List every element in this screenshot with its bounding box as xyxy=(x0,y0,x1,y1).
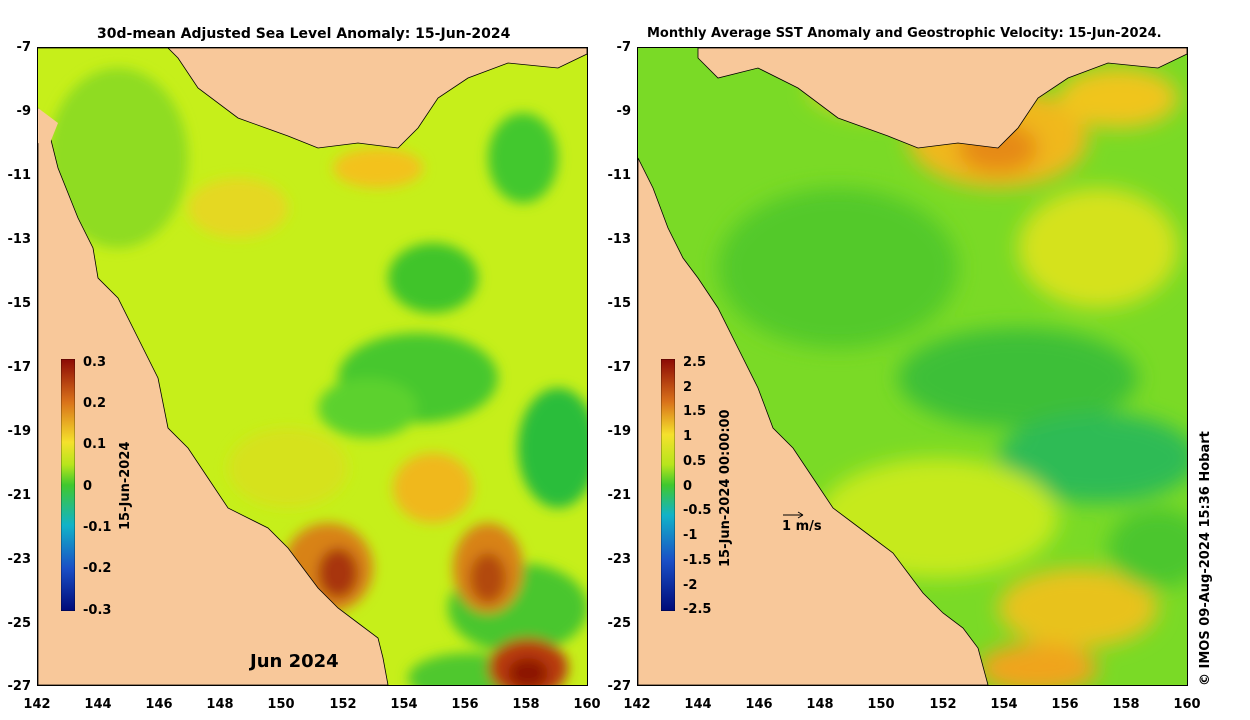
y-tick: -25 xyxy=(607,616,632,631)
y-tick: -23 xyxy=(607,552,632,567)
colorbar-tick: -0.3 xyxy=(83,603,112,618)
credit-text: © IMOS 09-Aug-2024 15:36 Hobart xyxy=(1198,431,1213,686)
y-tick: -9 xyxy=(616,104,631,119)
x-tick: 150 xyxy=(267,697,295,712)
x-tick: 150 xyxy=(867,697,895,712)
colorbar-tick: -0.1 xyxy=(83,520,112,535)
sst-colorbar-gradient xyxy=(661,359,675,611)
colorbar-tick: 1.5 xyxy=(683,404,707,419)
y-tick: -17 xyxy=(7,360,32,375)
x-tick: 156 xyxy=(451,697,479,712)
x-tick: 142 xyxy=(23,697,51,712)
x-tick: 142 xyxy=(623,697,651,712)
colorbar-tick: -2.5 xyxy=(683,602,712,617)
y-tick: -25 xyxy=(7,616,32,631)
colorbar-label: 15-Jun-2024 xyxy=(118,441,133,530)
y-tick: -13 xyxy=(607,232,632,247)
x-tick: 152 xyxy=(929,697,957,712)
colorbar-tick: 0.1 xyxy=(83,437,107,452)
x-tick: 160 xyxy=(1173,697,1201,712)
x-tick: 154 xyxy=(990,697,1018,712)
x-tick: 160 xyxy=(573,697,601,712)
y-tick: -23 xyxy=(7,552,32,567)
x-tick: 144 xyxy=(684,697,712,712)
colorbar-tick: -0.2 xyxy=(83,561,112,576)
colorbar-tick: 0.5 xyxy=(683,454,707,469)
y-tick: -11 xyxy=(7,168,32,183)
x-tick: 154 xyxy=(390,697,418,712)
x-tick: 158 xyxy=(1112,697,1140,712)
y-tick: -27 xyxy=(7,679,32,694)
y-tick: -7 xyxy=(16,40,31,55)
month-label: Jun 2024 xyxy=(250,651,339,672)
y-tick: -19 xyxy=(607,424,632,439)
y-tick: -19 xyxy=(7,424,32,439)
colorbar-tick: 0 xyxy=(683,479,693,494)
y-tick: -27 xyxy=(607,679,632,694)
y-tick: -13 xyxy=(7,232,32,247)
sst-anomaly-map xyxy=(637,47,1188,686)
y-tick: -15 xyxy=(7,296,32,311)
left-map-title: 30d-mean Adjusted Sea Level Anomaly: 15-… xyxy=(97,26,511,42)
x-tick: 152 xyxy=(329,697,357,712)
colorbar-label: 15-Jun-2024 00:00:00 xyxy=(718,409,733,567)
right-map-title: Monthly Average SST Anomaly and Geostrop… xyxy=(647,26,1162,41)
colorbar-tick: 2 xyxy=(683,380,693,395)
colorbar-tick: 0.2 xyxy=(83,396,107,411)
colorbar-tick: -2 xyxy=(683,578,698,593)
x-tick: 144 xyxy=(84,697,112,712)
y-tick: -9 xyxy=(16,104,31,119)
y-tick: -15 xyxy=(607,296,632,311)
x-tick: 158 xyxy=(512,697,540,712)
velocity-scale-label: 1 m/s xyxy=(782,519,822,534)
colorbar-tick: 2.5 xyxy=(683,355,707,370)
y-tick: -7 xyxy=(616,40,631,55)
sea-level-colorbar-gradient xyxy=(61,359,75,611)
colorbar-tick: -1 xyxy=(683,528,698,543)
x-tick: 156 xyxy=(1051,697,1079,712)
colorbar-tick: 0 xyxy=(83,479,93,494)
y-tick: -11 xyxy=(607,168,632,183)
y-tick: -21 xyxy=(7,488,32,503)
colorbar-tick: 1 xyxy=(683,429,693,444)
sea-level-anomaly-map xyxy=(37,47,588,686)
colorbar-tick: 0.3 xyxy=(83,355,107,370)
x-tick: 148 xyxy=(206,697,234,712)
y-tick: -17 xyxy=(607,360,632,375)
x-tick: 146 xyxy=(145,697,173,712)
colorbar-tick: -1.5 xyxy=(683,553,712,568)
x-tick: 148 xyxy=(806,697,834,712)
y-tick: -21 xyxy=(607,488,632,503)
colorbar-tick: -0.5 xyxy=(683,503,712,518)
x-tick: 146 xyxy=(745,697,773,712)
